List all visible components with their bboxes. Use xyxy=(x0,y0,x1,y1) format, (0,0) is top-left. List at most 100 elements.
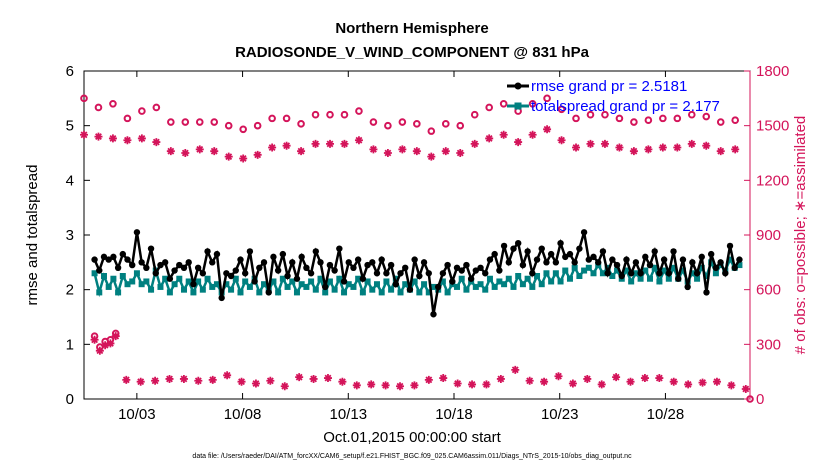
totalspread-point xyxy=(209,283,216,290)
totalspread-point xyxy=(628,278,635,285)
totalspread-point xyxy=(727,256,734,263)
y-tick-label-right: 1500 xyxy=(756,118,789,135)
rmse-point xyxy=(566,250,574,258)
totalspread-point xyxy=(614,267,621,274)
obs-assimilated-low-point xyxy=(583,374,592,383)
obs-possible-point xyxy=(398,118,407,126)
totalspread-point xyxy=(609,273,616,279)
totalspread-point xyxy=(472,283,479,290)
totalspread-point xyxy=(557,278,564,285)
totalspread-point xyxy=(228,286,235,293)
obs-assimilated-point xyxy=(383,149,392,157)
obs-assimilated-low-point xyxy=(208,375,217,384)
rmse-point xyxy=(571,259,578,266)
obs-assimilated-point xyxy=(340,139,349,148)
totalspread-point xyxy=(439,278,446,285)
obs-possible-point xyxy=(282,114,291,123)
rmse-point xyxy=(190,281,197,288)
y-tick-label-left: 2 xyxy=(66,282,74,299)
totalspread-point xyxy=(491,283,498,290)
totalspread-point xyxy=(199,286,206,293)
chart-subtitle: RADIOSONDE_V_WIND_COMPONENT @ 831 hPa xyxy=(235,44,590,61)
totalspread-point xyxy=(317,275,324,282)
legend-rmse-label: rmse grand pr = 2.5181 xyxy=(531,78,687,95)
totalspread-point xyxy=(359,289,366,296)
y-tick-label-right: 900 xyxy=(756,227,781,244)
rmse-point xyxy=(138,259,145,266)
rmse-point xyxy=(458,267,465,274)
obs-possible-point xyxy=(644,116,653,124)
obs-possible-point xyxy=(731,116,740,124)
rmse-point xyxy=(392,281,400,288)
totalspread-point xyxy=(129,278,136,285)
rmse-point xyxy=(482,270,489,277)
obs-possible-point xyxy=(268,114,276,123)
totalspread-point xyxy=(392,275,399,282)
obs-assimilated-low-point xyxy=(410,381,419,390)
rmse-point xyxy=(180,264,188,271)
totalspread-point xyxy=(590,270,597,277)
totalspread-point xyxy=(364,278,371,285)
totalspread-point xyxy=(100,273,107,279)
obs-assimilated-low-point xyxy=(612,373,621,382)
obs-possible-point xyxy=(427,127,436,135)
x-axis-label: Oct.01,2015 00:00:00 start xyxy=(323,429,501,446)
obs-assimilated-low-point xyxy=(698,378,707,387)
rmse-point xyxy=(373,270,381,277)
obs-assimilated-low-point xyxy=(323,374,332,383)
totalspread-point xyxy=(576,273,583,279)
rmse-point xyxy=(656,270,663,277)
totalspread-point xyxy=(190,289,197,296)
rmse-series xyxy=(91,229,743,318)
obs-assimilated-low-point xyxy=(179,374,188,383)
rmse-point xyxy=(406,286,414,293)
obs-assimilated-point xyxy=(369,145,378,154)
totalspread-point xyxy=(383,278,390,285)
totalspread-point xyxy=(712,270,719,277)
rmse-point xyxy=(562,253,569,261)
y-tick-label-left: 5 xyxy=(66,118,74,135)
totalspread-point xyxy=(430,283,437,290)
rmse-point xyxy=(496,267,503,274)
rmse-point xyxy=(712,264,720,271)
rmse-point xyxy=(166,275,174,282)
obs-assimilated-low-point xyxy=(223,371,232,380)
rmse-point xyxy=(660,256,668,263)
series-layer xyxy=(80,94,754,403)
totalspread-point xyxy=(515,273,522,279)
rmse-point xyxy=(279,250,287,258)
obs-possible-point xyxy=(123,114,132,123)
obs-assimilated-point xyxy=(615,143,624,152)
obs-assimilated-low-point xyxy=(554,372,563,381)
totalspread-point xyxy=(373,281,380,288)
totalspread-point xyxy=(143,278,150,285)
obs-possible-point xyxy=(586,110,595,119)
totalspread-point xyxy=(496,278,503,285)
rmse-point xyxy=(463,261,470,269)
totalspread-point xyxy=(642,267,649,274)
obs-assimilated-low-point xyxy=(251,379,260,388)
totalspread-point xyxy=(665,275,672,282)
totalspread-point xyxy=(416,289,423,296)
rmse-point xyxy=(246,248,254,255)
y-tick-label-right: 600 xyxy=(756,282,781,299)
totalspread-point xyxy=(246,283,253,290)
rmse-point xyxy=(340,278,348,285)
rmse-point xyxy=(397,270,404,277)
totalspread-point xyxy=(308,278,315,285)
totalspread-point xyxy=(270,278,277,285)
obs-possible-point xyxy=(253,121,262,130)
obs-assimilated-low-point xyxy=(669,377,678,386)
totalspread-point xyxy=(599,270,606,277)
rmse-point xyxy=(576,245,583,252)
y-axis-right: 0 300 600 900 1200 1500 1800 xyxy=(744,63,789,408)
totalspread-point xyxy=(656,278,663,285)
rmse-point xyxy=(345,259,352,266)
totalspread-point xyxy=(213,281,220,288)
totalspread-point xyxy=(336,275,343,282)
y-tick-label-right: 300 xyxy=(756,336,781,353)
obs-assimilated-point xyxy=(181,149,190,157)
totalspread-point xyxy=(623,267,630,274)
obs-assimilated-point xyxy=(108,134,117,143)
rmse-point xyxy=(199,270,207,277)
